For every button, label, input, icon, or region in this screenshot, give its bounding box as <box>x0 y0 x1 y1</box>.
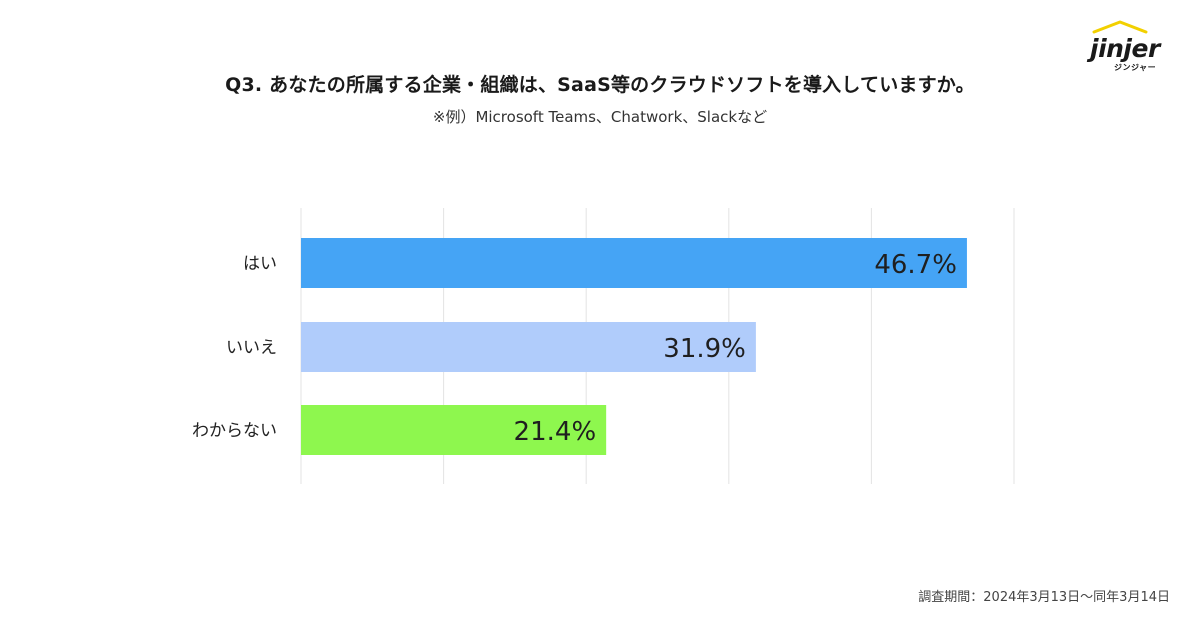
logo-wordmark: jinjer <box>1090 34 1160 63</box>
survey-period: 調査期間：2024年3月13日～同年3月14日 <box>918 590 1170 605</box>
category-label: いいえ <box>226 338 277 358</box>
category-label: はい <box>243 254 277 274</box>
jinjer-logo: jinjer ジンジャー <box>1086 18 1182 78</box>
value-label: 46.7% <box>874 250 957 280</box>
value-label: 31.9% <box>663 334 746 364</box>
bar-1 <box>301 238 967 288</box>
chart-title: Q3. あなたの所属する企業・組織は、SaaS等のクラウドソフトを導入しています… <box>225 74 975 96</box>
chart-bars <box>301 238 967 455</box>
logo-subtext: ジンジャー <box>1114 63 1157 72</box>
bar-3 <box>301 405 607 455</box>
bar-2 <box>301 322 756 372</box>
chart-subtitle: ※例）Microsoft Teams、Chatwork、Slackなど <box>432 108 768 126</box>
chart-value-labels: 46.7% 31.9% 21.4% <box>514 250 957 447</box>
category-label: わからない <box>192 421 277 441</box>
house-roof-icon <box>1092 20 1148 34</box>
value-label: 21.4% <box>514 417 597 447</box>
